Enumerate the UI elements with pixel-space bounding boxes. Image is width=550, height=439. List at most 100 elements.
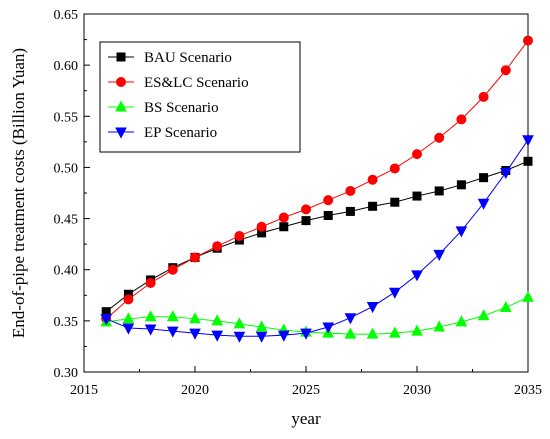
data-point-es-lc-scenario <box>145 278 156 289</box>
data-point-es-lc-scenario <box>456 114 467 125</box>
data-point-bs-scenario <box>455 315 468 327</box>
data-point-bs-scenario <box>411 324 423 336</box>
data-point-ep-scenario <box>189 328 201 340</box>
data-point-es-lc-scenario <box>478 91 489 102</box>
data-point-bau-scenario <box>434 186 444 196</box>
data-point-es-lc-scenario <box>523 35 533 46</box>
data-point-es-lc-scenario <box>323 195 334 206</box>
data-point-bs-scenario <box>211 314 224 326</box>
data-point-ep-scenario <box>411 270 423 282</box>
x-tick-label: 2025 <box>292 383 320 398</box>
data-point-ep-scenario <box>100 314 113 326</box>
x-axis-title: year <box>291 409 321 428</box>
data-point-bau-scenario <box>323 211 333 221</box>
series-ep-scenario <box>100 135 534 343</box>
data-point-ep-scenario <box>388 287 401 299</box>
legend-label: BAU Scenario <box>144 50 232 66</box>
data-point-es-lc-scenario <box>278 212 289 223</box>
legend-label: EP Scenario <box>144 125 217 141</box>
series-bs-scenario <box>100 290 534 339</box>
data-point-bs-scenario <box>344 327 357 339</box>
data-point-ep-scenario <box>300 328 312 340</box>
y-tick-label: 0.35 <box>54 315 79 330</box>
data-point-ep-scenario <box>166 326 179 338</box>
data-point-bau-scenario <box>456 180 466 190</box>
data-point-ep-scenario <box>122 323 135 335</box>
legend-item: BAU Scenario <box>108 50 232 66</box>
data-point-es-lc-scenario <box>123 294 134 305</box>
data-point-ep-scenario <box>344 313 357 325</box>
x-tick-label: 2030 <box>403 383 431 398</box>
y-tick-label: 0.45 <box>54 213 79 228</box>
data-point-es-lc-scenario <box>167 264 178 275</box>
y-tick-label: 0.55 <box>54 110 79 125</box>
x-tick-label: 2015 <box>70 383 98 398</box>
data-point-bs-scenario <box>255 320 268 332</box>
legend-label: ES&LC Scenario <box>144 75 249 91</box>
legend-marker <box>116 52 126 62</box>
data-point-ep-scenario <box>522 135 534 147</box>
legend-marker <box>116 77 126 87</box>
data-point-bau-scenario <box>412 191 422 201</box>
data-point-ep-scenario <box>144 324 157 336</box>
data-point-es-lc-scenario <box>500 65 511 76</box>
data-point-bau-scenario <box>345 206 355 216</box>
data-point-ep-scenario <box>433 249 446 261</box>
data-point-bau-scenario <box>479 173 489 183</box>
data-point-ep-scenario <box>499 168 512 180</box>
data-point-bau-scenario <box>368 201 378 211</box>
series-layer <box>100 35 534 343</box>
data-point-ep-scenario <box>233 331 246 343</box>
data-point-ep-scenario <box>255 331 268 343</box>
data-point-bau-scenario <box>523 156 533 166</box>
y-tick-label: 0.50 <box>54 161 79 176</box>
data-point-ep-scenario <box>277 330 290 342</box>
data-point-bs-scenario <box>122 312 135 324</box>
series-line-ep-scenario <box>106 139 529 337</box>
axes-layer: 2015 2020 2025 2030 2035 0.30 0.35 0.40 0.45 0.50… <box>54 8 543 398</box>
data-point-bs-scenario <box>433 320 446 332</box>
data-point-bau-scenario <box>279 222 289 232</box>
data-point-bs-scenario <box>166 310 179 322</box>
data-point-es-lc-scenario <box>301 204 311 215</box>
data-point-bs-scenario <box>233 317 246 329</box>
data-point-bs-scenario <box>366 327 379 339</box>
data-point-es-lc-scenario <box>434 132 445 143</box>
y-tick-label: 0.30 <box>54 366 79 381</box>
y-axis-title: End-of-pipe treatment costs (Billion Yua… <box>9 48 28 338</box>
x-tick-label: 2020 <box>181 383 209 398</box>
data-point-bs-scenario <box>388 326 401 338</box>
legend-marker <box>115 127 127 139</box>
data-point-bs-scenario <box>144 310 157 322</box>
data-point-es-lc-scenario <box>190 252 200 263</box>
legend-item: BS Scenario <box>108 100 219 116</box>
x-tick-label: 2035 <box>514 383 542 398</box>
data-point-ep-scenario <box>322 322 335 334</box>
data-point-bau-scenario <box>390 197 400 207</box>
data-point-es-lc-scenario <box>256 221 267 232</box>
legend-item: EP Scenario <box>108 125 217 141</box>
series-bau-scenario <box>101 156 533 317</box>
data-point-es-lc-scenario <box>345 185 356 196</box>
data-point-ep-scenario <box>455 226 468 238</box>
data-point-es-lc-scenario <box>234 230 245 241</box>
legend-box <box>99 41 301 153</box>
data-point-es-lc-scenario <box>212 241 223 252</box>
legend-item: ES&LC Scenario <box>108 75 249 91</box>
data-point-bs-scenario <box>189 312 201 324</box>
y-tick-label: 0.65 <box>54 8 79 23</box>
data-point-ep-scenario <box>477 198 490 210</box>
data-point-es-lc-scenario <box>367 174 378 185</box>
data-point-bs-scenario <box>522 290 534 302</box>
y-tick-label: 0.40 <box>54 264 79 279</box>
data-point-es-lc-scenario <box>412 149 422 160</box>
legend: BAU Scenario ES&LC Scenario BS Scenario EP … <box>99 41 301 153</box>
legend-label: BS Scenario <box>144 100 219 116</box>
data-point-ep-scenario <box>366 302 379 314</box>
data-point-es-lc-scenario <box>389 163 400 174</box>
data-point-bs-scenario <box>499 300 512 313</box>
data-point-ep-scenario <box>211 330 224 342</box>
legend-marker <box>115 100 127 112</box>
